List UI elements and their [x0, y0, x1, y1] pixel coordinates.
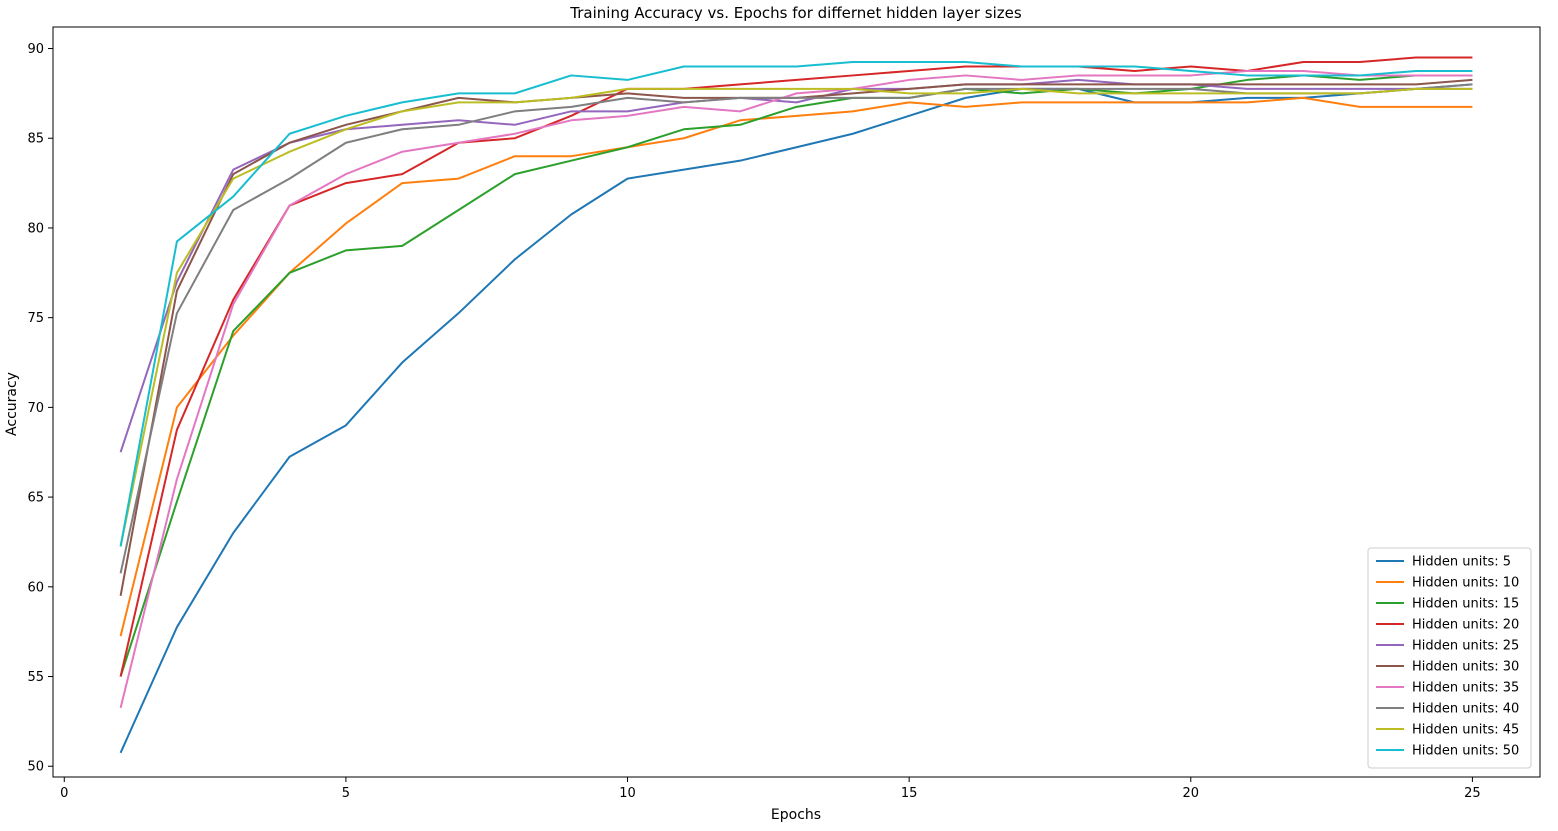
legend-label: Hidden units: 45	[1412, 723, 1519, 738]
series-line-3	[119, 74, 1473, 677]
y-tick-label: 60	[27, 580, 44, 595]
legend-label: Hidden units: 35	[1412, 681, 1519, 696]
x-tick-label: 10	[619, 786, 636, 801]
legend-label: Hidden units: 5	[1412, 555, 1511, 570]
legend-label: Hidden units: 10	[1412, 576, 1519, 591]
y-axis-label: Accuracy	[4, 372, 20, 436]
series-line-5	[119, 78, 1473, 453]
legend-box	[1367, 547, 1532, 769]
y-tick-label: 90	[27, 42, 44, 57]
x-tick-label: 25	[1464, 786, 1481, 801]
legend-label: Hidden units: 40	[1412, 702, 1519, 717]
y-tick-label: 70	[27, 401, 44, 416]
x-tick-label: 0	[60, 786, 68, 801]
chart-title: Training Accuracy vs. Epochs for differn…	[569, 4, 1022, 22]
x-axis-label: Epochs	[771, 807, 821, 823]
series-line-2	[119, 96, 1473, 637]
x-tick-label: 20	[1183, 786, 1200, 801]
legend-label: Hidden units: 30	[1412, 660, 1519, 675]
y-tick-label: 65	[27, 491, 44, 506]
y-tick-label: 85	[27, 132, 44, 147]
series-line-7	[119, 69, 1473, 709]
y-tick-label: 55	[27, 670, 44, 685]
series-line-1	[119, 83, 1473, 754]
series-lines	[119, 56, 1473, 754]
legend: Hidden units: 5 Hidden units: 10 Hidden un…	[1367, 547, 1532, 769]
y-tick-label: 75	[27, 311, 44, 326]
series-line-8	[119, 83, 1473, 574]
x-tick-label: 15	[901, 786, 918, 801]
x-tick-label: 5	[342, 786, 350, 801]
legend-label: Hidden units: 15	[1412, 597, 1519, 612]
series-line-10	[119, 60, 1473, 547]
series-line-9	[119, 87, 1473, 547]
legend-label: Hidden units: 50	[1412, 744, 1519, 759]
y-tick-label: 50	[27, 760, 44, 775]
plot-frame	[52, 26, 1541, 778]
series-line-4	[119, 56, 1473, 677]
y-tick-label: 80	[27, 221, 44, 236]
legend-label: Hidden units: 20	[1412, 618, 1519, 633]
plot-area: 0 5 10 15 20 25 50 55 60 65 70 75 80 85 90	[27, 26, 1541, 801]
legend-label: Hidden units: 25	[1412, 639, 1519, 654]
